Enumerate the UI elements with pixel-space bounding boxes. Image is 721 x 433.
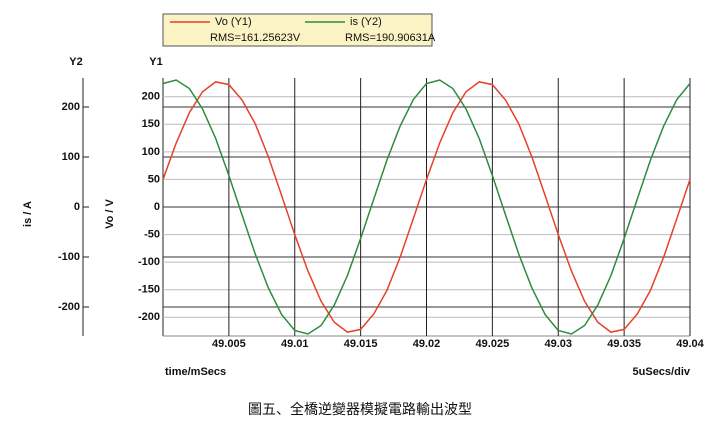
- y-tick-label: 200: [142, 91, 160, 103]
- y2-tick-label: 0: [74, 201, 80, 213]
- y-tick-label: -200: [138, 311, 160, 323]
- series-line: [162, 81, 691, 333]
- x-tick-label: 49.005: [212, 338, 246, 350]
- x-tick-label: 49.04: [676, 338, 704, 350]
- legend-box: [162, 13, 433, 47]
- legend-label: Vo (Y1): [215, 16, 252, 28]
- y2-tick-label: 200: [62, 101, 80, 113]
- y2-tick-label: -200: [58, 301, 80, 313]
- x-tick-label: 49.015: [344, 338, 378, 350]
- legend-label: is (Y2): [350, 16, 382, 28]
- series-line: [162, 79, 691, 335]
- y2-tick-label: -100: [58, 251, 80, 263]
- y-label: Vo / V: [104, 198, 116, 228]
- x-tick-label: 49.03: [544, 338, 572, 350]
- y-tick-label: 50: [148, 173, 160, 185]
- legend-rms: RMS=161.25623V: [210, 32, 301, 44]
- x-tick-label: 49.025: [476, 338, 510, 350]
- y-axis-title: Y1: [149, 56, 162, 68]
- legend-rms: RMS=190.90631A: [345, 32, 436, 44]
- y2-label: is / A: [22, 201, 34, 227]
- y-tick-label: -100: [138, 256, 160, 268]
- y-tick-label: 150: [142, 118, 160, 130]
- y-tick-label: -50: [144, 228, 160, 240]
- x-tick-label: 49.01: [281, 338, 309, 350]
- x-tick-label: 49.02: [413, 338, 441, 350]
- y-tick-label: -150: [138, 284, 160, 296]
- x-label: time/mSecs: [165, 366, 226, 378]
- x-scale-label: 5uSecs/div: [633, 366, 691, 378]
- y-tick-label: 0: [154, 201, 160, 213]
- x-tick-label: 49.035: [607, 338, 641, 350]
- y2-axis-title: Y2: [69, 56, 82, 68]
- y2-tick-label: 100: [62, 151, 80, 163]
- y-tick-label: 100: [142, 146, 160, 158]
- caption: 圖五、全橋逆變器模擬電路輸出波型: [248, 401, 472, 418]
